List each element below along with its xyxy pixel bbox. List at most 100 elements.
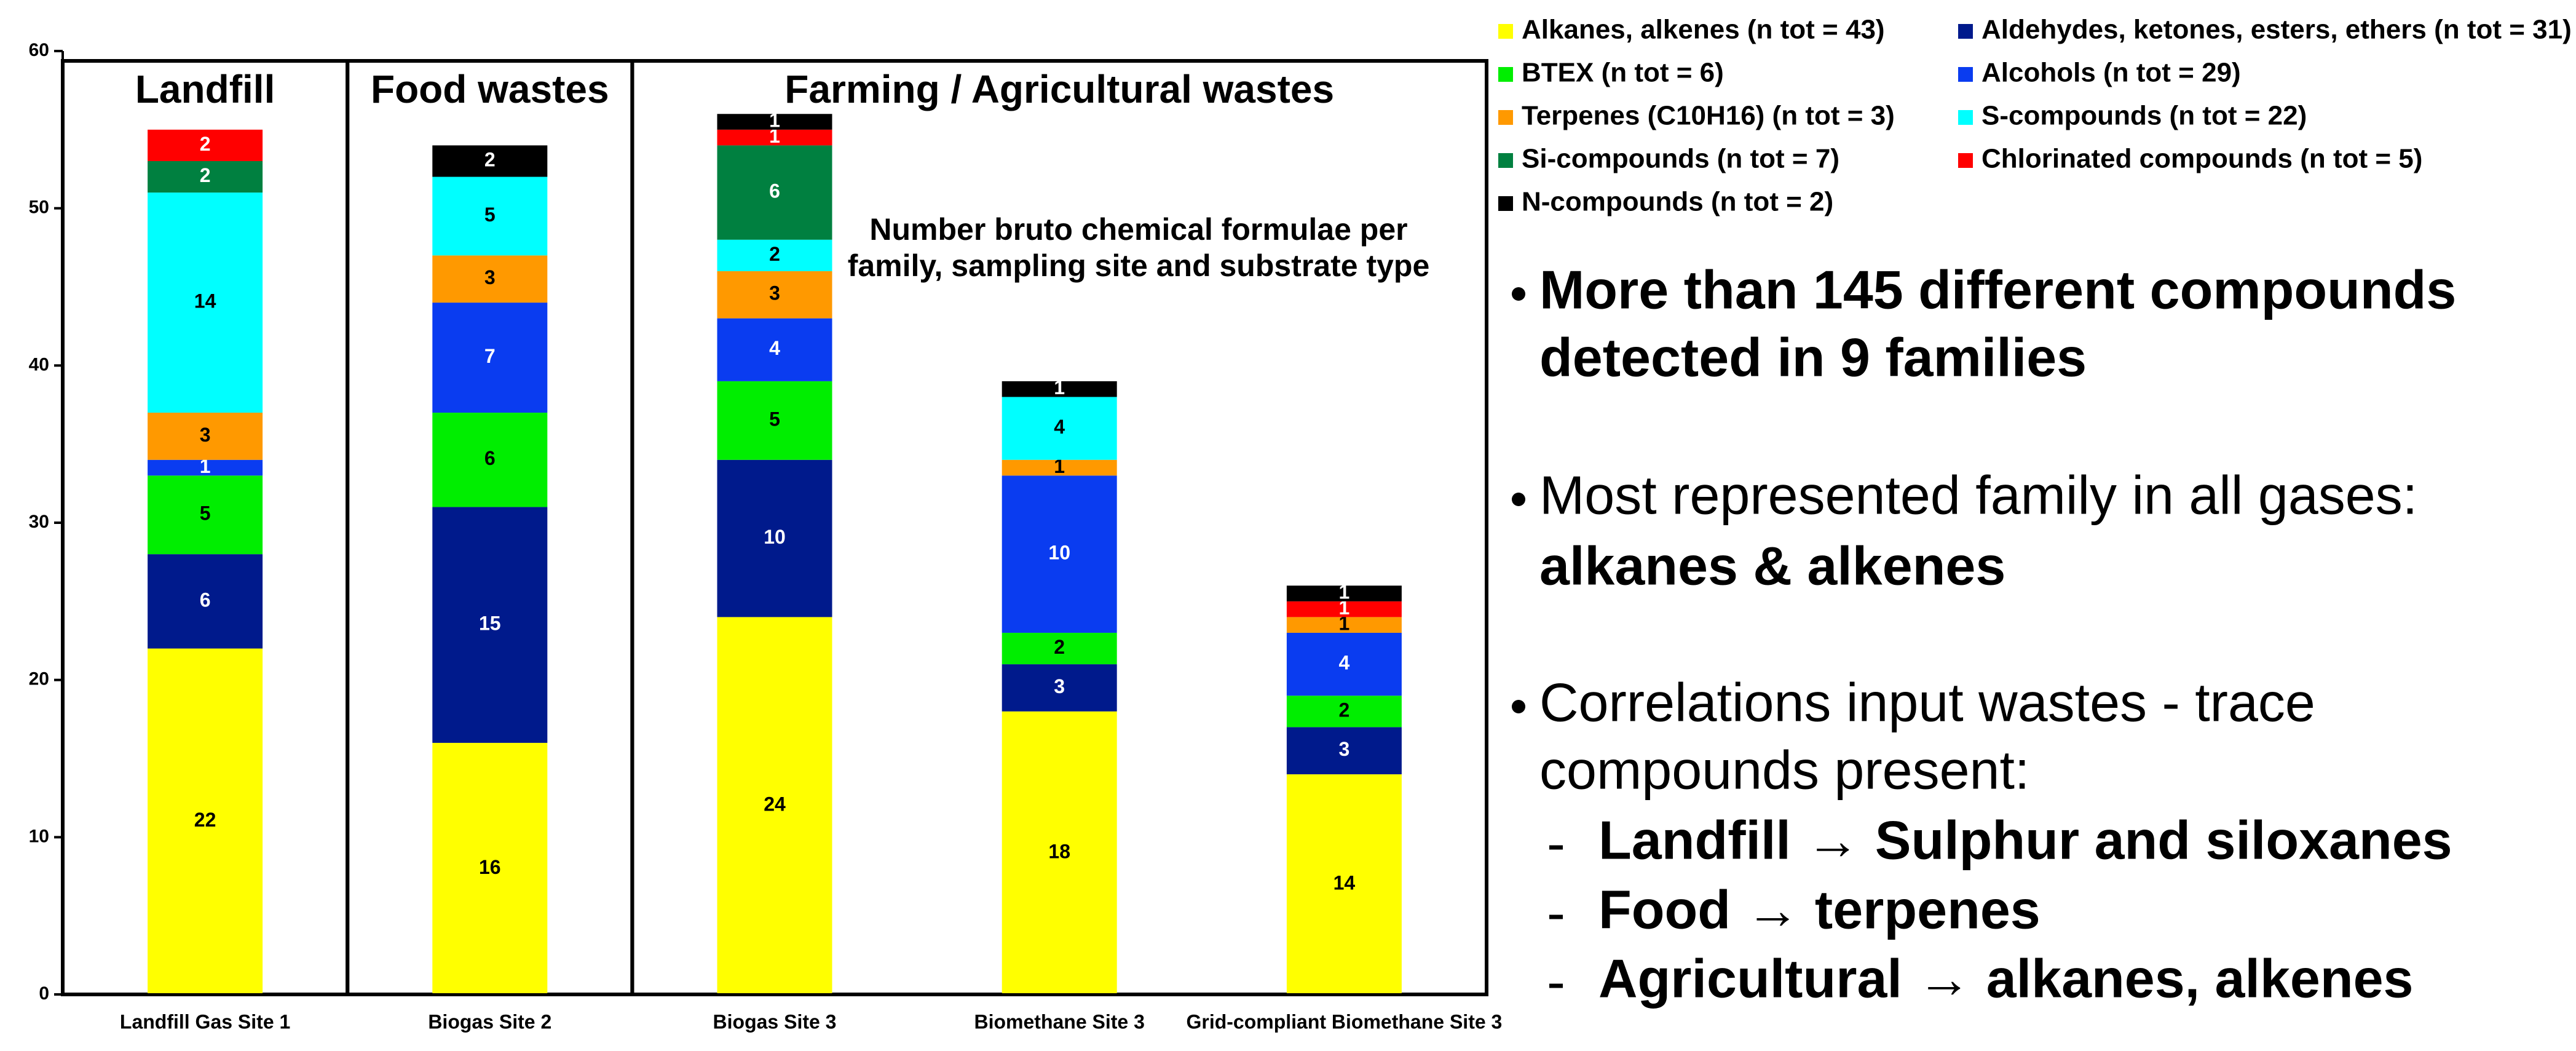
legend-label: Aldehydes, ketones, esters, ethers (n to… [1981,15,2572,45]
bar-segment [717,318,832,381]
bar-segment [1286,632,1402,696]
bar-segment [1002,381,1117,397]
data-label: 4 [769,337,780,359]
data-label: 6 [769,180,780,202]
data-label: 2 [484,148,496,170]
data-label: 2 [1339,699,1350,721]
data-label: 5 [769,408,780,430]
legend-label: BTEX (n tot = 6) [1522,58,1724,88]
data-label: 10 [764,526,786,548]
legend-swatch [1498,24,1513,39]
bar-segment [1002,664,1117,712]
legend-swatch [1958,24,1973,39]
x-tick-label: Landfill Gas Site 1 [120,1010,290,1033]
bullet-text: Most represented family in all gases: [1539,464,2417,525]
sub-item: Landfill → Sulphur and siloxanes [1598,809,2452,870]
y-tick-label: 60 [29,40,49,60]
data-label: 2 [1054,636,1065,658]
bar-segment [1286,601,1402,617]
y-tick-label: 10 [29,826,49,846]
bar-segment [148,161,263,193]
data-label: 4 [1054,416,1065,438]
bar-segment [432,742,548,994]
data-label: 1 [1054,455,1065,477]
data-label: 14 [194,290,216,312]
data-label: 16 [479,856,501,878]
x-tick-label: Grid-compliant Biomethane Site 3 [1186,1010,1502,1033]
bar-segment [717,145,832,240]
bullet-text: detected in 9 families [1539,327,2087,387]
bar-segment [1002,475,1117,633]
data-label: 18 [1048,840,1070,862]
y-tick-label: 40 [29,354,49,375]
y-tick-label: 50 [29,197,49,218]
legend-label: Chlorinated compounds (n tot = 5) [1981,144,2422,174]
bar-segment [717,459,832,617]
bullet-text: alkanes & alkenes [1539,535,2005,596]
annotation: family, sampling site and substrate type [848,248,1430,283]
group-label: Landfill [135,67,275,111]
data-label: 2 [200,133,211,155]
bar-segment [432,176,548,256]
data-label: 1 [1339,581,1350,603]
data-label: 22 [194,809,216,831]
bullet [1512,493,1525,506]
data-label: 1 [1054,376,1065,399]
bar-segment [148,192,263,413]
data-label: 4 [1339,652,1350,674]
bullet-text: More than 145 different compounds [1539,259,2456,320]
data-label: 1 [1339,597,1350,619]
bar-segment [148,129,263,161]
bar-segment [1002,459,1117,476]
legend-label: S-compounds (n tot = 22) [1981,101,2307,131]
sub-item: Food → terpenes [1598,879,2041,940]
data-label: 5 [484,204,496,226]
data-label: 7 [484,345,496,367]
data-label: 1 [200,455,211,477]
bar-segment [717,129,832,146]
data-label: 3 [1339,738,1350,760]
legend-swatch [1498,196,1513,211]
bar-segment [1002,711,1117,994]
bar-segment [432,255,548,303]
data-label: 1 [769,125,780,147]
x-tick-label: Biogas Site 3 [713,1010,837,1033]
bar-segment [432,413,548,507]
legend-label: Terpenes (C10H16) (n tot = 3) [1522,101,1895,131]
data-label: 3 [484,266,496,288]
data-label: 14 [1333,871,1356,894]
y-tick-label: 30 [29,512,49,532]
y-tick-label: 0 [39,983,49,1004]
bar-segment [148,554,263,649]
bar-segment [148,413,263,460]
bullet-text: Correlations input wastes - trace [1539,672,2315,732]
data-label: 2 [200,164,211,186]
data-label: 6 [200,589,211,611]
legend-label: Alcohols (n tot = 29) [1981,58,2241,88]
annotation: Number bruto chemical formulae per [869,212,1407,247]
data-label: 3 [200,424,211,446]
data-label: 2 [769,243,780,265]
bar-segment [717,271,832,319]
legend-swatch [1958,153,1973,168]
bar-segment [148,459,263,476]
data-label: 1 [769,109,780,132]
legend-label: Si-compounds (n tot = 7) [1522,144,1839,174]
bar-segment [432,303,548,413]
bar-segment [1286,617,1402,633]
data-label: 15 [479,613,501,635]
bar-segment [148,648,263,994]
bar-segment [1002,397,1117,460]
y-tick-label: 20 [29,669,49,689]
bar-segment [432,507,548,743]
bar-segment [148,475,263,555]
legend-swatch [1498,153,1513,168]
bar-segment [432,145,548,177]
bar-segment [717,617,832,994]
data-label: 3 [769,282,780,304]
data-label: 6 [484,447,496,469]
legend-swatch [1958,67,1973,82]
bar-segment [1286,727,1402,775]
group-label: Food wastes [371,67,609,111]
